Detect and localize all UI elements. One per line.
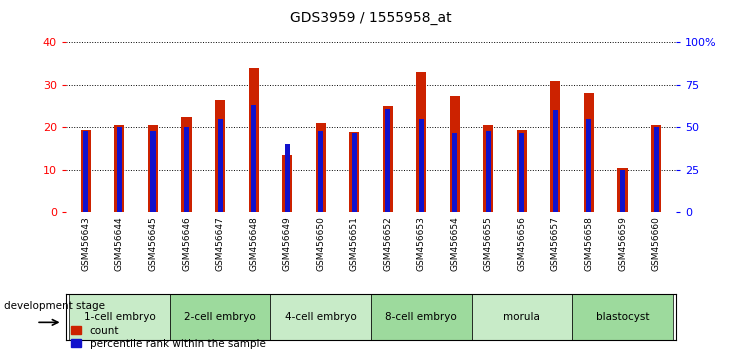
Text: GSM456648: GSM456648 <box>249 216 258 271</box>
Text: GSM456644: GSM456644 <box>115 216 124 271</box>
Text: blastocyst: blastocyst <box>596 312 649 322</box>
Bar <box>251 105 256 212</box>
Bar <box>517 130 527 212</box>
Bar <box>618 168 627 212</box>
Bar <box>452 132 458 212</box>
Bar <box>81 130 91 212</box>
Bar <box>352 132 357 212</box>
Text: GSM456654: GSM456654 <box>450 216 459 271</box>
Text: GSM456645: GSM456645 <box>148 216 157 271</box>
Bar <box>282 155 292 212</box>
Bar <box>349 132 359 212</box>
Text: 2-cell embryo: 2-cell embryo <box>184 312 256 322</box>
Legend: count, percentile rank within the sample: count, percentile rank within the sample <box>71 326 265 349</box>
Bar <box>270 294 371 340</box>
Bar <box>385 109 390 212</box>
Text: GSM456649: GSM456649 <box>283 216 292 271</box>
Text: GSM456658: GSM456658 <box>585 216 594 272</box>
Bar <box>620 170 625 212</box>
Bar <box>483 125 493 212</box>
Text: GSM456660: GSM456660 <box>651 216 661 272</box>
Bar <box>215 100 225 212</box>
Bar <box>249 68 259 212</box>
Bar <box>520 132 524 212</box>
Text: GSM456650: GSM456650 <box>317 216 325 272</box>
Bar <box>651 125 661 212</box>
Bar <box>471 294 572 340</box>
Text: GSM456656: GSM456656 <box>518 216 526 272</box>
Bar <box>486 131 491 212</box>
Text: GSM456659: GSM456659 <box>618 216 627 272</box>
Text: 8-cell embryo: 8-cell embryo <box>385 312 457 322</box>
Text: GDS3959 / 1555958_at: GDS3959 / 1555958_at <box>290 11 452 25</box>
Bar <box>416 72 426 212</box>
Bar <box>181 117 192 212</box>
Bar <box>383 106 393 212</box>
Text: development stage: development stage <box>4 301 105 311</box>
Text: 1-cell embryo: 1-cell embryo <box>83 312 155 322</box>
Bar <box>83 131 88 212</box>
Bar <box>553 110 558 212</box>
Text: GSM456652: GSM456652 <box>383 216 393 271</box>
Bar <box>170 294 270 340</box>
Text: GSM456655: GSM456655 <box>484 216 493 272</box>
Bar <box>117 127 122 212</box>
Bar <box>550 81 561 212</box>
Bar <box>151 131 156 212</box>
Text: GSM456646: GSM456646 <box>182 216 191 271</box>
Bar <box>371 294 471 340</box>
Text: morula: morula <box>504 312 540 322</box>
Bar <box>69 294 170 340</box>
Bar <box>184 127 189 212</box>
Bar <box>284 144 289 212</box>
Bar <box>316 123 326 212</box>
Text: GSM456653: GSM456653 <box>417 216 425 272</box>
Text: GSM456657: GSM456657 <box>551 216 560 272</box>
Bar <box>419 119 424 212</box>
Text: GSM456643: GSM456643 <box>81 216 91 271</box>
Text: GSM456647: GSM456647 <box>216 216 224 271</box>
Text: GSM456651: GSM456651 <box>349 216 359 272</box>
Bar <box>572 294 673 340</box>
Text: 4-cell embryo: 4-cell embryo <box>285 312 357 322</box>
Bar <box>654 127 659 212</box>
Bar <box>584 93 594 212</box>
Bar <box>586 119 591 212</box>
Bar <box>148 125 158 212</box>
Bar <box>218 119 222 212</box>
Bar <box>318 131 323 212</box>
Bar <box>115 125 124 212</box>
Bar <box>450 96 460 212</box>
